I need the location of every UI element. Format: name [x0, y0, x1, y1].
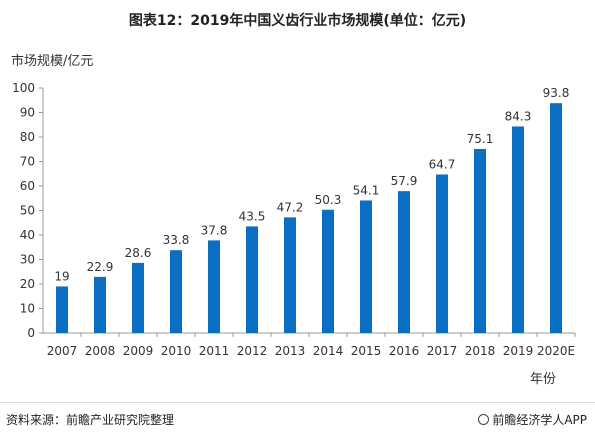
x-tick-label: 2009: [123, 344, 154, 358]
y-tick-label: 0: [27, 326, 35, 340]
bar: [360, 200, 372, 333]
footer-divider: [0, 402, 595, 403]
x-tick-label: 2007: [47, 344, 78, 358]
x-tick-label: 2017: [427, 344, 458, 358]
bar: [322, 209, 334, 333]
brand-logo-icon: [478, 414, 490, 425]
bar: [436, 174, 448, 333]
bar: [170, 250, 182, 333]
x-tick-label: 2013: [275, 344, 306, 358]
data-label: 50.3: [315, 193, 342, 207]
x-tick-label: 2016: [389, 344, 420, 358]
x-tick-label: 2011: [199, 344, 230, 358]
bar: [132, 262, 144, 333]
data-label: 64.7: [429, 157, 456, 171]
data-label: 93.8: [543, 86, 570, 100]
data-label: 57.9: [391, 174, 418, 188]
bar-chart: 0 10 20 30 40 50 60 70 80 90 100 19 2007 22.9 2008 28.6…: [12, 81, 576, 358]
y-tick-label: 100: [12, 81, 35, 95]
data-label: 47.2: [277, 200, 304, 214]
data-label: 33.8: [163, 233, 190, 247]
brand-text: 前瞻经济学人APP: [492, 413, 587, 427]
y-tick-label: 60: [20, 179, 35, 193]
bar: [512, 126, 524, 333]
bar: [550, 103, 562, 333]
x-tick-label: 2012: [237, 344, 268, 358]
source-note: 资料来源：前瞻产业研究院整理: [6, 413, 175, 427]
bar: [56, 286, 68, 333]
chart-title: 图表12：2019年中国义齿行业市场规模(单位：亿元): [128, 13, 467, 29]
y-tick-label: 10: [20, 302, 35, 316]
bar: [208, 240, 220, 333]
y-tick-label: 40: [20, 228, 35, 242]
y-tick-label: 20: [20, 277, 35, 291]
data-label: 37.8: [201, 223, 228, 237]
data-label: 43.5: [239, 209, 266, 223]
bar: [94, 276, 106, 333]
bar: [246, 226, 258, 333]
x-tick-label: 2020E: [537, 344, 575, 358]
data-label: 19: [54, 269, 69, 283]
y-axis-label: 市场规模/亿元: [11, 54, 94, 69]
bar: [284, 217, 296, 333]
x-tick-label: 2019: [503, 344, 534, 358]
data-label: 28.6: [125, 246, 152, 260]
y-tick-label: 50: [20, 204, 35, 218]
data-label: 75.1: [467, 132, 494, 146]
bar: [398, 191, 410, 333]
bar: [474, 149, 486, 333]
x-axis-label: 年份: [530, 372, 557, 387]
x-tick-label: 2018: [465, 344, 496, 358]
y-tick-label: 80: [20, 130, 35, 144]
x-tick-label: 2014: [313, 344, 344, 358]
y-tick-label: 30: [20, 253, 35, 267]
data-label: 22.9: [87, 260, 114, 274]
data-label: 84.3: [505, 109, 532, 123]
x-tick-label: 2010: [161, 344, 192, 358]
y-tick-label: 70: [20, 155, 35, 169]
x-tick-label: 2008: [85, 344, 116, 358]
x-tick-label: 2015: [351, 344, 382, 358]
data-label: 54.1: [353, 183, 380, 197]
y-tick-label: 90: [20, 106, 35, 120]
brand-label: 前瞻经济学人APP: [478, 411, 587, 428]
